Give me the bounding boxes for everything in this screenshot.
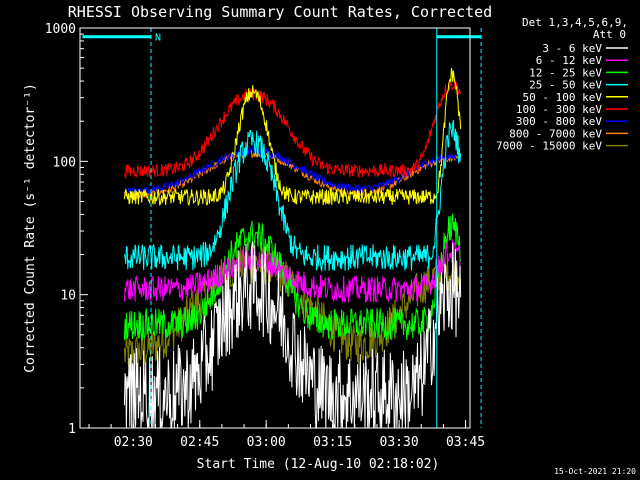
legend-label-7: 800 - 7000 keV <box>509 127 602 140</box>
x-ticks: 02:30 02:45 03:00 03:15 03:30 03:45 <box>88 420 485 450</box>
legend-label-1: 6 - 12 keV <box>536 54 603 67</box>
chart-title: RHESSI Observing Summary Count Rates, Co… <box>68 3 492 21</box>
legend-header-line-2: Att 0 <box>593 28 626 41</box>
night-flag-label: N <box>155 33 161 44</box>
legend-label-6: 300 - 800 keV <box>516 115 602 128</box>
y-axis-label: Corrected Count Rate (s⁻¹ detector⁻¹) <box>23 83 38 373</box>
legend-label-2: 12 - 25 keV <box>529 66 602 79</box>
x-tick-label-4: 03:30 <box>380 435 419 450</box>
series-line-0 <box>123 241 462 430</box>
y-tick-label-2: 100 <box>53 155 76 170</box>
series-line-3 <box>123 119 462 273</box>
y-tick-label-1: 10 <box>60 289 76 304</box>
y-tick-label-3: 1000 <box>45 22 76 37</box>
plot-frame <box>79 27 471 429</box>
legend-label-0: 3 - 6 keV <box>542 42 602 55</box>
series-line-4 <box>123 68 462 207</box>
timestamp: 15-Oct-2021 21:20 <box>554 467 636 476</box>
series-line-7 <box>123 148 461 200</box>
y-ticks: 1 10 100 1000 <box>45 22 88 437</box>
y-tick-label-0: 1 <box>68 422 76 437</box>
legend-label-5: 100 - 300 keV <box>516 103 602 116</box>
legend-label-8: 7000 - 15000 keV <box>496 140 602 153</box>
series-layer <box>123 68 462 430</box>
x-tick-label-1: 02:45 <box>180 435 219 450</box>
night-layer: N <box>82 28 482 428</box>
legend-header-line-1: Det 1,3,4,5,6,9, <box>522 16 628 29</box>
x-tick-label-3: 03:15 <box>313 435 352 450</box>
x-tick-label-0: 02:30 <box>114 435 153 450</box>
x-axis-label: Start Time (12-Aug-10 02:18:02) <box>197 457 440 472</box>
legend-label-4: 50 - 100 keV <box>523 91 603 104</box>
legend-label-3: 25 - 50 keV <box>529 79 602 92</box>
x-tick-label-5: 03:45 <box>446 435 485 450</box>
series-line-1 <box>123 239 462 303</box>
series-line-5 <box>123 79 461 180</box>
series-line-2 <box>123 212 462 341</box>
x-tick-label-2: 03:00 <box>247 435 286 450</box>
